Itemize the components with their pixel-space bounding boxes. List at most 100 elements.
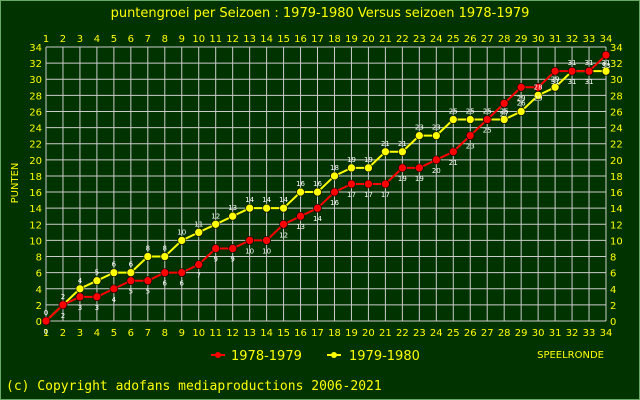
x-tick-label-top: 6 <box>128 34 134 45</box>
y-tick-label-left: 16 <box>29 188 42 199</box>
data-point-1979-1980 <box>347 163 356 173</box>
data-point-1978-1979 <box>516 82 526 92</box>
data-point-1978-1979 <box>567 66 577 76</box>
data-label-1978-1979: 4 <box>112 296 117 304</box>
x-tick-label-bottom: 30 <box>532 328 545 339</box>
legend-label-1979-1980: 1979-1980 <box>349 349 420 364</box>
data-point-1979-1980 <box>296 187 305 197</box>
x-tick-label-bottom: 29 <box>515 328 528 339</box>
data-point-1979-1980 <box>126 268 136 277</box>
data-point-1979-1980 <box>550 82 560 92</box>
data-point-1979-1980 <box>415 131 424 140</box>
data-label-1978-1979: 10 <box>262 247 271 255</box>
data-label-1978-1979: 17 <box>381 191 390 199</box>
data-point-1978-1979 <box>279 219 288 229</box>
y-tick-label-left: 8 <box>36 253 42 264</box>
x-tick-label-top: 24 <box>430 34 443 45</box>
data-point-1979-1980 <box>398 147 407 157</box>
data-point-1978-1979 <box>330 187 339 197</box>
data-point-1978-1979 <box>448 147 458 157</box>
x-tick-label-top: 30 <box>532 34 545 45</box>
x-tick-label-bottom: 1 <box>43 328 49 339</box>
data-label-1979-1980: 28 <box>534 83 543 91</box>
legend-item-1979-1980: 1979-1980 <box>327 349 420 364</box>
data-point-1978-1979 <box>58 300 68 310</box>
data-label-1979-1980: 31 <box>568 59 577 67</box>
y-tick-label-right: 34 <box>610 43 623 54</box>
data-point-1978-1979 <box>415 163 424 173</box>
x-tick-label-bottom: 14 <box>260 328 273 339</box>
data-label-1979-1980: 21 <box>398 140 407 148</box>
data-label-1979-1980: 0 <box>44 309 48 317</box>
data-label-1979-1980: 5 <box>95 269 99 277</box>
y-tick-label-right: 28 <box>610 91 623 102</box>
x-tick-label-bottom: 5 <box>111 328 117 339</box>
y-tick-label-left: 20 <box>29 156 42 167</box>
data-point-1979-1980 <box>313 187 322 197</box>
x-tick-label-bottom: 33 <box>583 328 596 339</box>
data-point-1978-1979 <box>126 276 136 286</box>
data-label-1979-1980: 4 <box>78 277 83 285</box>
x-tick-label-bottom: 32 <box>566 328 579 339</box>
data-point-1978-1979 <box>109 284 119 294</box>
x-tick-label-top: 11 <box>209 34 222 45</box>
data-point-1979-1980 <box>432 131 441 140</box>
y-tick-label-left: 32 <box>29 59 42 70</box>
data-label-1978-1979: 10 <box>245 247 254 255</box>
data-label-1978-1979: 21 <box>449 159 458 167</box>
data-label-1978-1979: 16 <box>330 199 339 207</box>
data-label-1979-1980: 21 <box>381 140 390 148</box>
data-point-1978-1979 <box>177 268 187 277</box>
x-tick-label-top: 2 <box>60 34 66 45</box>
data-label-1979-1980: 8 <box>146 245 150 253</box>
data-label-1978-1979: 20 <box>432 167 441 175</box>
x-tick-label-bottom: 8 <box>162 328 168 339</box>
data-label-1978-1979: 0 <box>44 328 48 336</box>
data-point-1978-1979 <box>465 131 475 140</box>
data-point-1978-1979 <box>228 244 237 253</box>
data-point-1979-1980 <box>364 163 373 173</box>
y-tick-label-left: 0 <box>36 317 42 328</box>
x-tick-label-top: 9 <box>179 34 185 45</box>
y-tick-label-left: 6 <box>36 269 42 280</box>
data-label-1978-1979: 14 <box>313 215 322 223</box>
data-point-1978-1979 <box>499 99 509 108</box>
data-label-1979-1980: 2 <box>61 293 65 301</box>
data-label-1979-1980: 19 <box>364 156 373 164</box>
x-tick-label-bottom: 25 <box>447 328 460 339</box>
data-point-1978-1979 <box>313 203 322 213</box>
data-point-1978-1979 <box>245 236 254 245</box>
legend-swatch-marker-1979-1980 <box>331 352 337 358</box>
data-label-1979-1980: 25 <box>466 108 475 116</box>
x-tick-label-bottom: 13 <box>243 328 256 339</box>
data-point-1978-1979 <box>75 292 85 302</box>
data-point-1978-1979 <box>41 316 51 326</box>
x-tick-label-top: 5 <box>111 34 117 45</box>
y-tick-label-right: 32 <box>610 59 623 70</box>
data-point-1979-1980 <box>262 203 271 213</box>
x-tick-label-bottom: 20 <box>362 328 375 339</box>
data-point-1978-1979 <box>533 82 543 92</box>
y-tick-label-left: 30 <box>29 75 42 86</box>
data-label-1978-1979: 9 <box>213 255 217 263</box>
x-tick-label-bottom: 17 <box>311 328 324 339</box>
x-tick-label-top: 22 <box>396 34 409 45</box>
x-tick-label-bottom: 24 <box>430 328 443 339</box>
data-point-1978-1979 <box>160 268 170 277</box>
data-label-1978-1979: 27 <box>500 110 509 118</box>
data-label-1978-1979: 25 <box>483 127 492 135</box>
x-tick-label-top: 19 <box>345 34 358 45</box>
data-label-1978-1979: 17 <box>347 191 356 199</box>
x-tick-label-top: 21 <box>379 34 392 45</box>
data-label-1978-1979: 17 <box>364 191 373 199</box>
data-label-1979-1980: 23 <box>415 124 424 132</box>
data-label-1978-1979: 29 <box>517 94 526 102</box>
y-tick-label-right: 0 <box>610 317 616 328</box>
data-label-1979-1980: 25 <box>500 108 509 116</box>
copyright-text: (c) Copyright adofans mediaproductions 2… <box>6 379 382 394</box>
data-point-1978-1979 <box>92 292 102 302</box>
data-label-1979-1980: 25 <box>483 108 492 116</box>
y-tick-label-left: 12 <box>29 220 42 231</box>
x-tick-label-bottom: 9 <box>179 328 185 339</box>
